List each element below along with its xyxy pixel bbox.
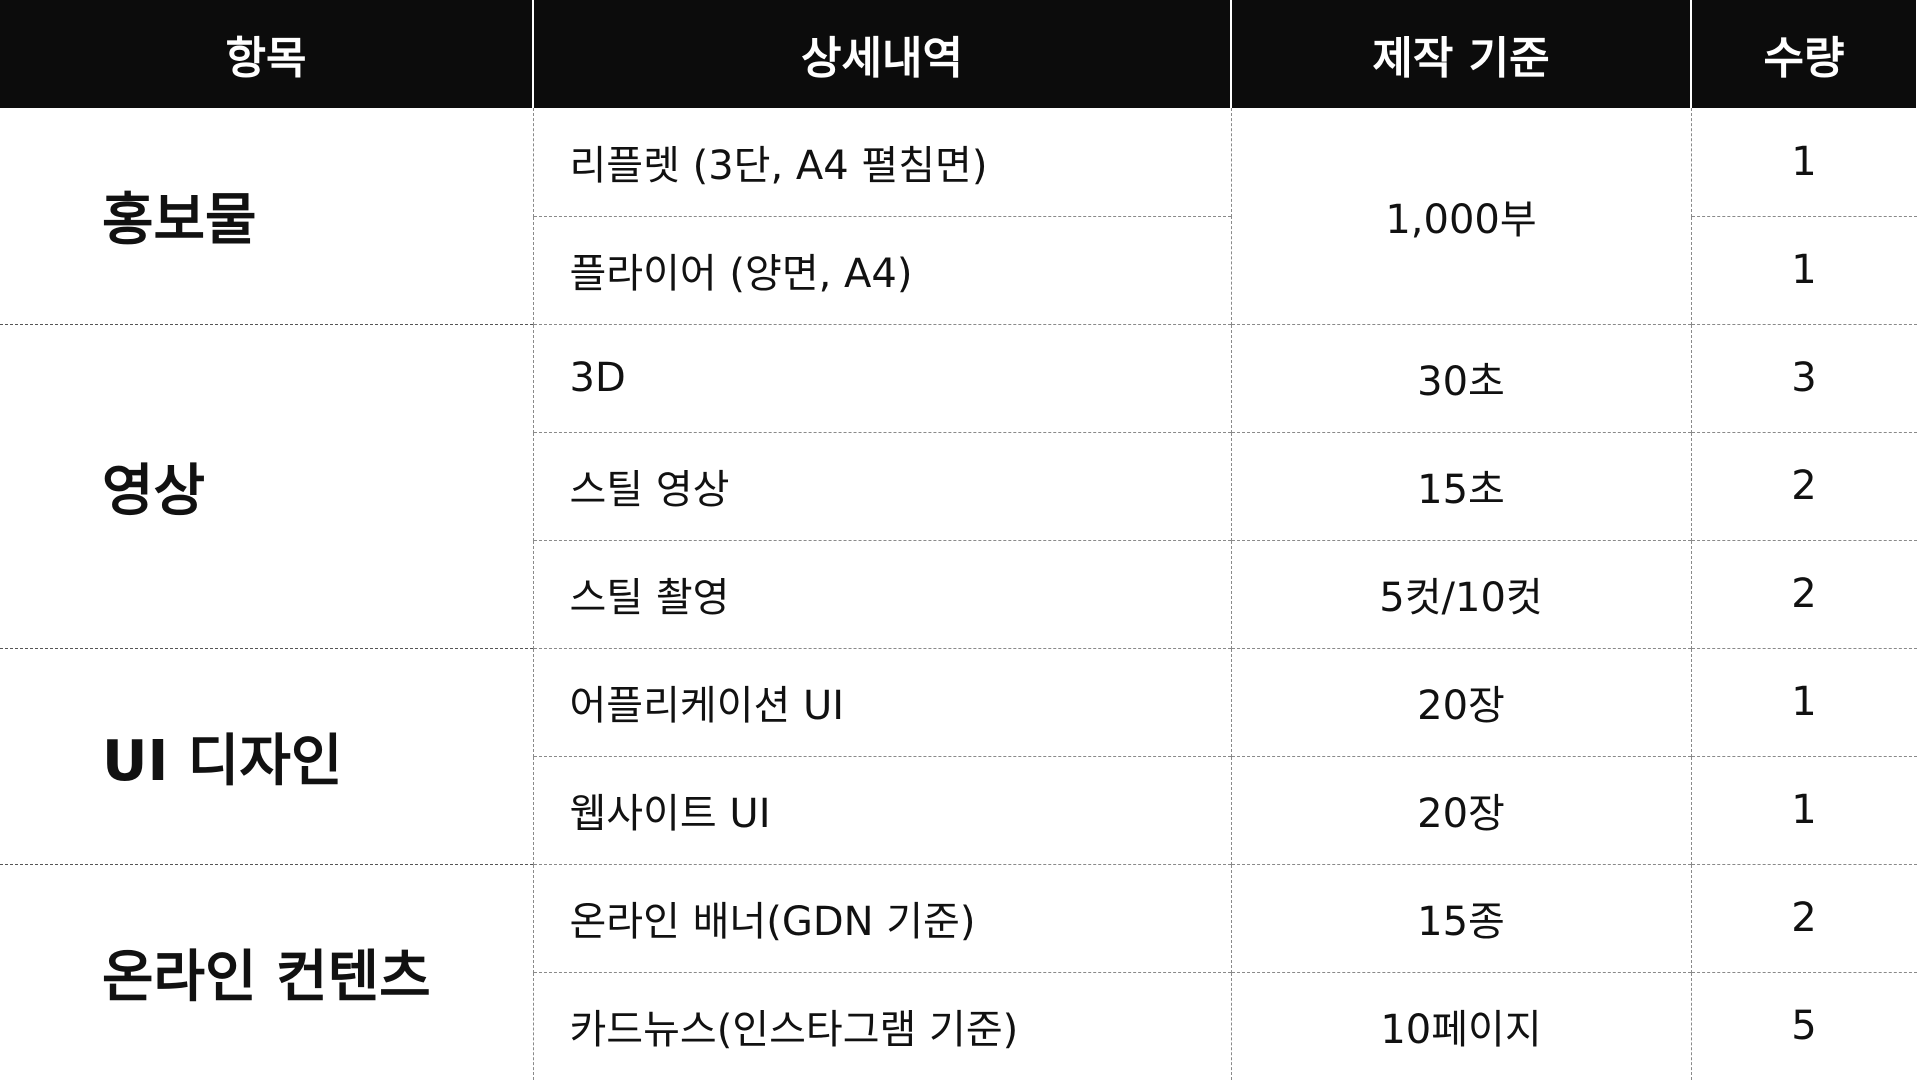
detail-cell: 웹사이트 UI [532, 755, 1231, 864]
table-header-row: 항목 상세내역 제작 기준 수량 [0, 0, 1917, 108]
quantity-cell: 1 [1690, 108, 1917, 216]
standard-cell: 1,000부 [1230, 108, 1691, 324]
detail-cell: 스틸 영상 [532, 431, 1231, 540]
table-row: 웹사이트 UI 20장 1 [0, 755, 1917, 864]
category-cell: 홍보물 [102, 188, 257, 254]
header-item: 항목 [0, 0, 533, 108]
category-cell: 온라인 컨텐츠 [0, 863, 533, 1080]
standard-cell: 5컷/10컷 [1230, 539, 1691, 648]
table-row: UI 디자인 어플리케이션 UI 20장 1 [0, 647, 1917, 864]
header-detail: 상세내역 [532, 0, 1231, 108]
header-quantity: 수량 [1690, 0, 1917, 108]
quantity-cell: 1 [1690, 215, 1917, 324]
header-standard: 제작 기준 [1230, 0, 1691, 108]
detail-cell: 리플렛 (3단, A4 펼침면) [532, 108, 1231, 216]
table-row: 영상 3D 30초 3 [0, 323, 1917, 648]
standard-cell: 20장 [1230, 755, 1691, 864]
quantity-cell: 1 [1690, 755, 1917, 864]
standard-cell: 10페이지 [1230, 971, 1691, 1080]
detail-cell: 스틸 촬영 [532, 539, 1231, 648]
table-row: 홍보물 리플렛 (3단, A4 펼침면) 1,000부 1 [0, 108, 1917, 324]
quantity-cell: 2 [1690, 539, 1917, 648]
standard-cell: 15초 [1230, 431, 1691, 540]
detail-cell: 플라이어 (양면, A4) [532, 215, 1231, 324]
detail-cell: 어플리케이션 UI [532, 647, 1231, 756]
table-row: 플라이어 (양면, A4) 1 [0, 215, 1917, 324]
standard-cell: 30초 [1230, 323, 1691, 432]
quantity-cell: 2 [1690, 863, 1917, 972]
standard-cell: 15종 [1230, 863, 1691, 972]
quantity-cell: 3 [1690, 323, 1917, 432]
quantity-cell: 1 [1690, 647, 1917, 756]
category-cell: UI 디자인 [0, 647, 533, 864]
quantity-cell: 2 [1690, 431, 1917, 540]
quantity-cell: 5 [1690, 971, 1917, 1080]
standard-cell: 20장 [1230, 647, 1691, 756]
detail-cell: 3D [532, 323, 1231, 432]
table-row: 카드뉴스(인스타그램 기준) 10페이지 5 [0, 971, 1917, 1080]
table-row: 스틸 촬영 5컷/10컷 2 [0, 539, 1917, 648]
detail-cell: 카드뉴스(인스타그램 기준) [532, 971, 1231, 1080]
category-cell: 영상 [0, 323, 533, 648]
table-row: 온라인 컨텐츠 온라인 배너(GDN 기준) 15종 2 [0, 863, 1917, 1080]
table-row: 스틸 영상 15초 2 [0, 431, 1917, 540]
detail-cell: 온라인 배너(GDN 기준) [532, 863, 1231, 972]
